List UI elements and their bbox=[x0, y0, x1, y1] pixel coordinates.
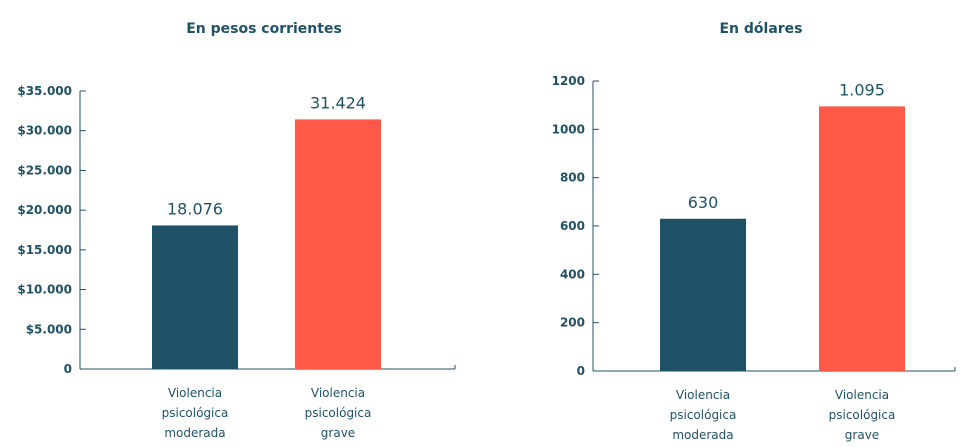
bar bbox=[295, 119, 381, 369]
chart-dolares: En dólares 0 200 400 600 800 1000 1200 630 Viole… bbox=[552, 21, 956, 442]
bar bbox=[819, 106, 905, 371]
y-tick-label: $10.000 bbox=[17, 283, 72, 297]
data-label: 18.076 bbox=[167, 199, 223, 218]
category-label-line: Violencia bbox=[168, 386, 222, 400]
category-label-line: grave bbox=[321, 426, 355, 440]
category-label-line: moderada bbox=[672, 428, 733, 442]
y-tick-label: $30.000 bbox=[17, 124, 72, 138]
chart-pesos: En pesos corrientes 0 $5.000 $10.000 $15.00… bbox=[17, 21, 456, 440]
y-tick-label: $25.000 bbox=[17, 163, 72, 177]
y-tick-label: 200 bbox=[560, 316, 585, 330]
chart-title: En pesos corrientes bbox=[186, 21, 342, 37]
bar bbox=[660, 218, 746, 371]
category-label-line: moderada bbox=[164, 426, 225, 440]
data-label: 630 bbox=[688, 193, 719, 212]
y-tick-label: 400 bbox=[560, 267, 585, 281]
data-label: 31.424 bbox=[310, 93, 366, 112]
category-label-line: Violencia bbox=[676, 388, 730, 402]
y-tick-label: $35.000 bbox=[17, 84, 72, 98]
category-label: Violencia psicológica moderada bbox=[162, 386, 229, 440]
category-label-line: Violencia bbox=[311, 386, 365, 400]
category-label-line: psicológica bbox=[305, 406, 372, 420]
y-tick-label: 0 bbox=[577, 364, 585, 378]
y-tick-label: $5.000 bbox=[26, 322, 72, 336]
category-label-line: psicológica bbox=[829, 408, 896, 422]
y-tick-label: 0 bbox=[64, 362, 72, 376]
y-tick-label: $15.000 bbox=[17, 243, 72, 257]
bar bbox=[152, 225, 238, 369]
category-label: Violencia psicológica moderada bbox=[670, 388, 737, 442]
data-label: 1.095 bbox=[839, 80, 885, 99]
category-label-line: psicológica bbox=[162, 406, 229, 420]
category-label: Violencia psicológica grave bbox=[829, 388, 896, 442]
y-tick-label: 600 bbox=[560, 219, 585, 233]
y-tick-label: 800 bbox=[560, 171, 585, 185]
y-tick-label: 1000 bbox=[552, 122, 585, 136]
chart-title: En dólares bbox=[719, 21, 802, 37]
category-label-line: grave bbox=[845, 428, 879, 442]
category-label-line: psicológica bbox=[670, 408, 737, 422]
category-label-line: Violencia bbox=[835, 388, 889, 402]
category-label: Violencia psicológica grave bbox=[305, 386, 372, 440]
y-tick-label: 1200 bbox=[552, 74, 585, 88]
y-tick-label: $20.000 bbox=[17, 203, 72, 217]
